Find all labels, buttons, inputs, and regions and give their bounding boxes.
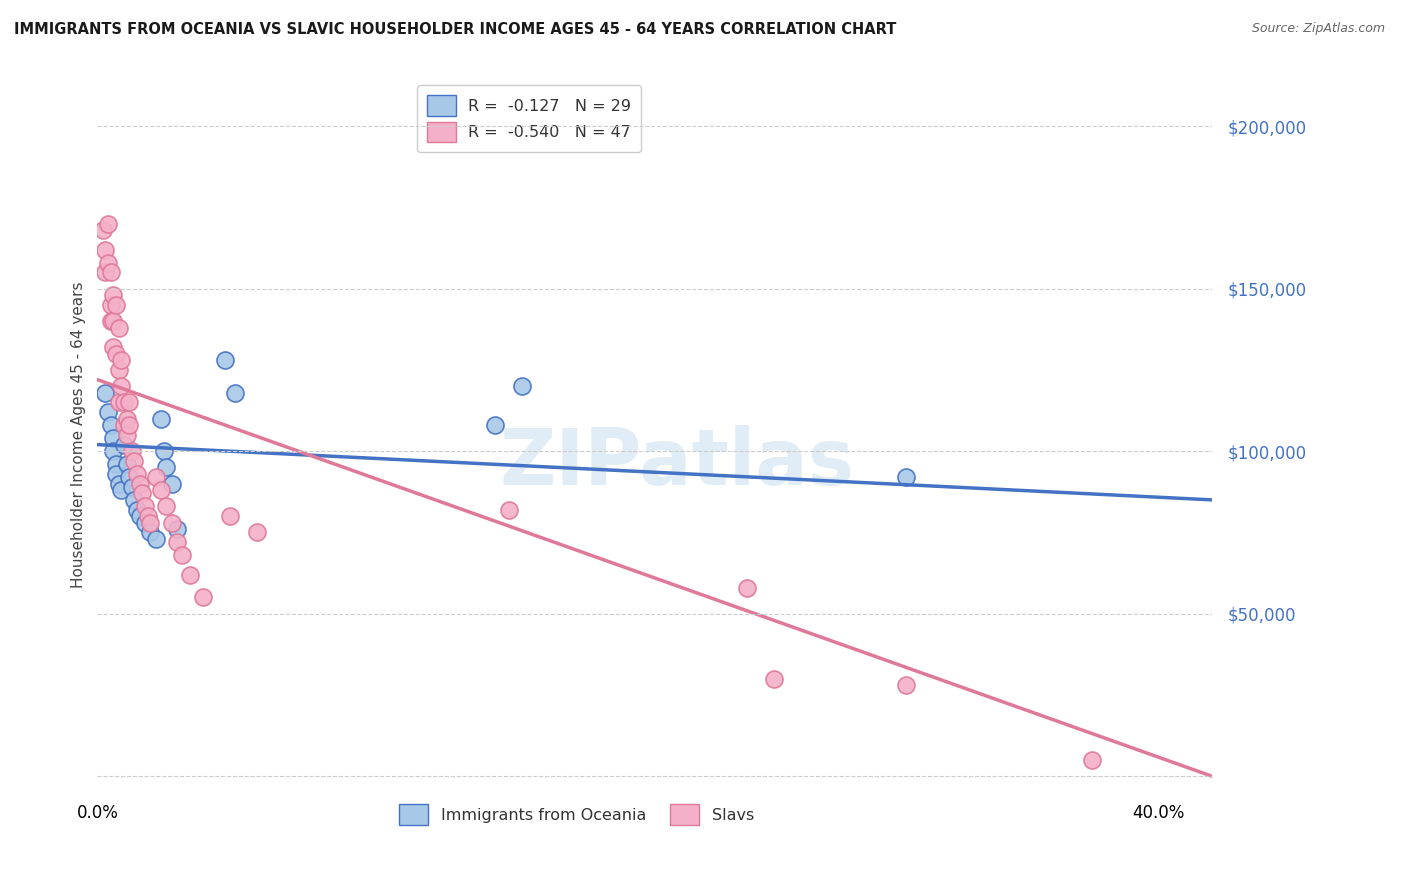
Point: [127, 502, 149, 516]
Point: [166, 535, 188, 549]
Text: ZIPatlas: ZIPatlas: [499, 425, 855, 501]
Y-axis label: Householder Income Ages 45 - 64 years: Householder Income Ages 45 - 64 years: [72, 282, 86, 588]
Point: [107, 320, 129, 334]
Point: [224, 385, 246, 400]
Point: [127, 467, 149, 481]
Point: [94, 385, 117, 400]
Point: [484, 418, 506, 433]
Point: [172, 548, 194, 562]
Point: [110, 379, 132, 393]
Point: [131, 486, 153, 500]
Point: [214, 353, 236, 368]
Point: [128, 476, 150, 491]
Point: [103, 444, 125, 458]
Point: [219, 509, 242, 524]
Point: [121, 480, 143, 494]
Point: [1081, 753, 1104, 767]
Point: [100, 314, 122, 328]
Point: [97, 217, 120, 231]
Point: [103, 340, 125, 354]
Point: [134, 500, 156, 514]
Point: [155, 460, 177, 475]
Point: [97, 255, 120, 269]
Point: [112, 395, 135, 409]
Point: [118, 470, 141, 484]
Point: [160, 516, 183, 530]
Point: [110, 353, 132, 368]
Point: [104, 298, 127, 312]
Point: [136, 509, 159, 524]
Point: [121, 444, 143, 458]
Point: [145, 470, 167, 484]
Text: IMMIGRANTS FROM OCEANIA VS SLAVIC HOUSEHOLDER INCOME AGES 45 - 64 YEARS CORRELAT: IMMIGRANTS FROM OCEANIA VS SLAVIC HOUSEH…: [14, 22, 897, 37]
Point: [112, 437, 135, 451]
Point: [160, 476, 183, 491]
Point: [91, 223, 114, 237]
Point: [118, 395, 141, 409]
Point: [737, 581, 759, 595]
Point: [115, 457, 138, 471]
Point: [150, 411, 173, 425]
Point: [94, 265, 117, 279]
Point: [145, 532, 167, 546]
Point: [118, 418, 141, 433]
Point: [104, 457, 127, 471]
Point: [103, 314, 125, 328]
Point: [103, 288, 125, 302]
Point: [245, 525, 267, 540]
Point: [107, 363, 129, 377]
Point: [896, 470, 918, 484]
Point: [100, 418, 122, 433]
Point: [510, 379, 533, 393]
Point: [100, 298, 122, 312]
Point: [97, 405, 120, 419]
Point: [134, 516, 156, 530]
Point: [124, 492, 146, 507]
Point: [193, 591, 215, 605]
Point: [107, 395, 129, 409]
Legend: Immigrants from Oceania, Slavs: Immigrants from Oceania, Slavs: [389, 795, 763, 834]
Point: [896, 678, 918, 692]
Point: [103, 431, 125, 445]
Point: [179, 567, 201, 582]
Point: [104, 346, 127, 360]
Point: [94, 243, 117, 257]
Point: [155, 500, 177, 514]
Point: [139, 525, 162, 540]
Point: [104, 467, 127, 481]
Point: [166, 522, 188, 536]
Point: [112, 418, 135, 433]
Point: [115, 411, 138, 425]
Point: [152, 444, 174, 458]
Point: [128, 509, 150, 524]
Point: [124, 454, 146, 468]
Point: [762, 672, 785, 686]
Text: Source: ZipAtlas.com: Source: ZipAtlas.com: [1251, 22, 1385, 36]
Point: [150, 483, 173, 497]
Point: [100, 265, 122, 279]
Point: [498, 502, 520, 516]
Point: [139, 516, 162, 530]
Point: [115, 428, 138, 442]
Point: [110, 483, 132, 497]
Point: [107, 476, 129, 491]
